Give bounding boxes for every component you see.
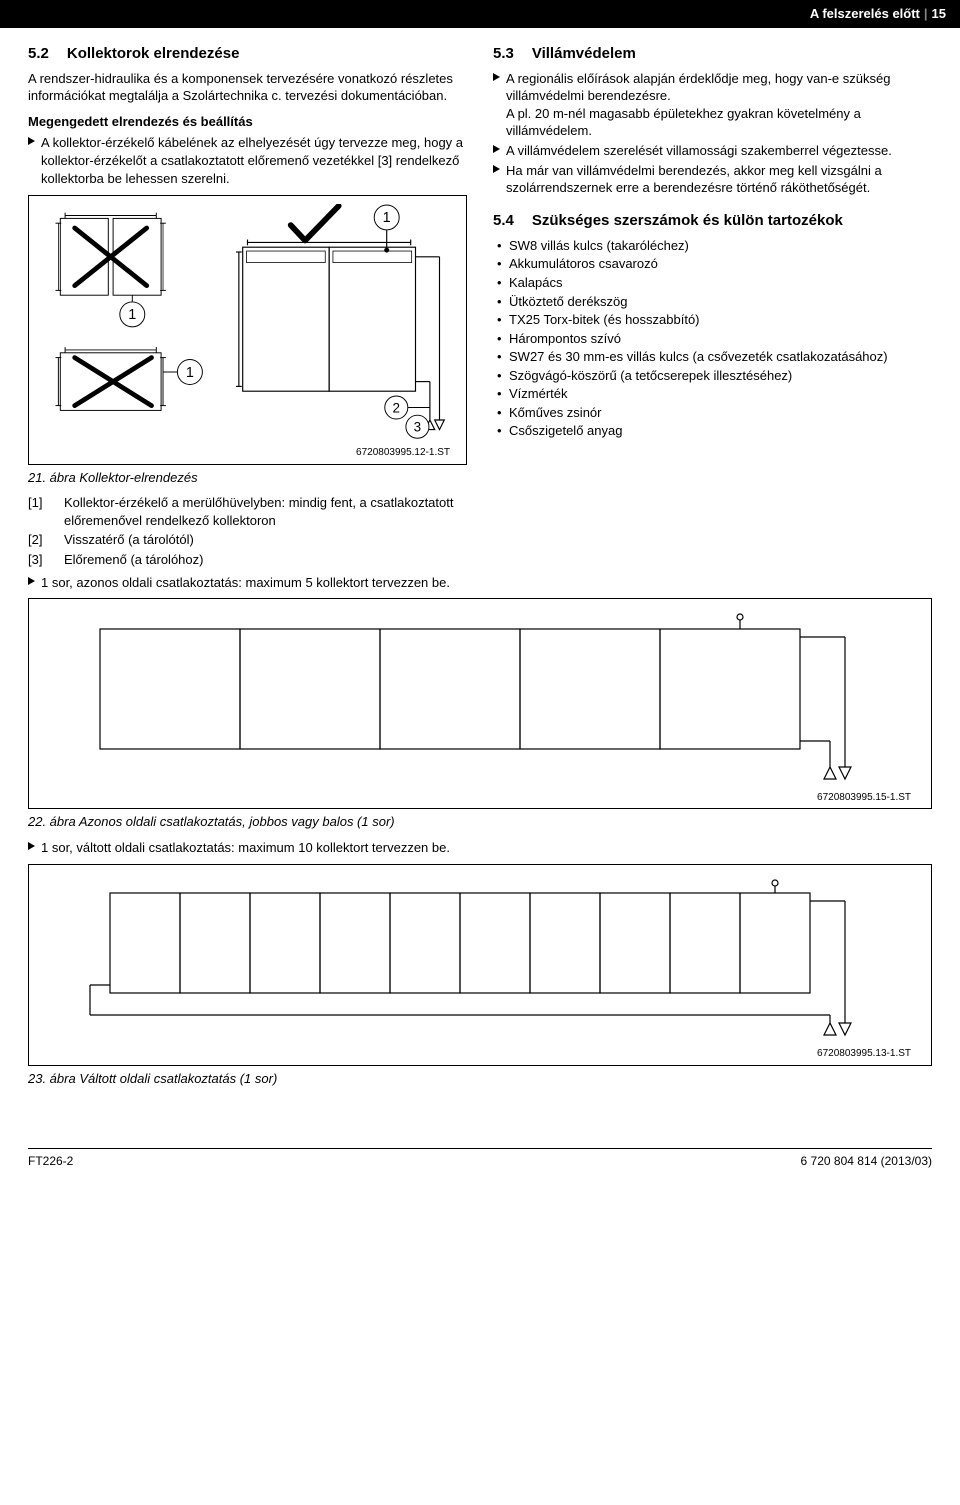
header-sep: | [920,6,932,21]
figure-21-ref: 6720803995.12-1.ST [35,444,460,464]
figure-23-diagram [39,875,921,1045]
figure-23-caption: 23. ábra Váltott oldali csatlakoztatás (… [28,1070,932,1088]
legend-2: [2] Visszatérő (a tárolótól) [28,531,467,549]
triangle-bullet-icon [28,842,35,850]
section-5-2-intro: A rendszer-hidraulika és a komponensek t… [28,70,467,105]
arrangement-text: A kollektor-érzékelő kábelének az elhely… [41,134,467,187]
header-title: A felszerelés előtt [810,6,920,21]
tool-item: Kőműves zsinór [497,404,932,422]
triangle-bullet-icon [28,137,35,145]
tool-item: Akkumulátoros csavarozó [497,255,932,273]
triangle-bullet-icon [493,73,500,81]
tool-item: Ütköztető derékszög [497,293,932,311]
tools-list: SW8 villás kulcs (takaróléchez) Akkumulá… [497,237,932,440]
footer-left: FT226-2 [28,1153,73,1169]
b53-1: A regionális előírások alapján érdeklődj… [493,70,932,140]
triangle-bullet-icon [493,145,500,153]
triangle-bullet-icon [493,165,500,173]
section-5-2-num: 5.2 [28,44,49,64]
section-5-3-heading: 5.3 Villámvédelem [493,44,932,64]
header-page: 15 [932,6,946,21]
legend-3-key: [3] [28,551,56,569]
legend-2-key: [2] [28,531,56,549]
b53-2-text: A villámvédelem szerelését villamossági … [506,142,932,160]
legend-3: [3] Előremenő (a tárolóhoz) [28,551,467,569]
tool-item: SW8 villás kulcs (takaróléchez) [497,237,932,255]
tool-item: SW27 és 30 mm-es villás kulcs (a csőveze… [497,348,932,366]
b53-3-text: Ha már van villámvédelmi berendezés, akk… [506,162,932,197]
page-body: 5.2 Kollektorok elrendezése A rendszer-h… [0,28,960,1187]
section-5-3-num: 5.3 [493,44,514,64]
tool-item: Kalapács [497,274,932,292]
section-5-3-title: Villámvédelem [532,44,636,64]
svg-text:2: 2 [393,400,400,415]
section-5-4-num: 5.4 [493,211,514,231]
figure-23: 6720803995.13-1.ST [28,864,932,1066]
figure-22-ref: 6720803995.15-1.ST [39,789,921,809]
note-fig23-text: 1 sor, váltott oldali csatlakoztatás: ma… [41,839,932,857]
b53-2: A villámvédelem szerelését villamossági … [493,142,932,160]
figure-21: 1 1 [28,195,467,465]
triangle-bullet-icon [28,577,35,585]
svg-text:1: 1 [186,365,194,381]
legend-1: [1] Kollektor-érzékelő a merülőhüvelyben… [28,494,467,529]
figure-21-diagram: 1 1 [35,204,460,444]
svg-text:1: 1 [383,210,391,226]
figure-22-caption: 22. ábra Azonos oldali csatlakoztatás, j… [28,813,932,831]
tool-item: Csőszigetelő anyag [497,422,932,440]
tool-item: TX25 Torx-bitek (és hosszabbító) [497,311,932,329]
legend-3-value: Előremenő (a tárolóhoz) [64,551,203,569]
figure-22: 6720803995.15-1.ST [28,598,932,810]
footer-right: 6 720 804 814 (2013/03) [801,1153,932,1169]
page-header: A felszerelés előtt|15 [0,0,960,28]
arrangement-heading: Megengedett elrendezés és beállítás [28,113,467,131]
b53-1b-text: A pl. 20 m-nél magasabb épületekhez gyak… [506,106,861,139]
section-5-2-heading: 5.2 Kollektorok elrendezése [28,44,467,64]
svg-text:1: 1 [128,307,136,323]
tool-item: Hárompontos szívó [497,330,932,348]
page-footer: FT226-2 6 720 804 814 (2013/03) [28,1148,932,1177]
section-5-4-heading: 5.4 Szükséges szerszámok és külön tartoz… [493,211,932,231]
figure-23-ref: 6720803995.13-1.ST [39,1045,921,1065]
figure-21-caption: 21. ábra Kollektor-elrendezés [28,469,467,487]
legend-2-value: Visszatérő (a tárolótól) [64,531,194,549]
note-fig22-text: 1 sor, azonos oldali csatlakoztatás: max… [41,574,467,592]
left-column: 5.2 Kollektorok elrendezése A rendszer-h… [28,44,467,594]
legend-1-value: Kollektor-érzékelő a merülőhüvelyben: mi… [64,494,467,529]
figure-22-diagram [39,609,921,789]
svg-text:3: 3 [414,420,421,435]
right-column: 5.3 Villámvédelem A regionális előírások… [493,44,932,594]
b53-3: Ha már van villámvédelmi berendezés, akk… [493,162,932,197]
note-fig23: 1 sor, váltott oldali csatlakoztatás: ma… [28,839,932,857]
note-fig22: 1 sor, azonos oldali csatlakoztatás: max… [28,574,467,592]
tool-item: Szögvágó-köszörű (a tetőcserepek illeszt… [497,367,932,385]
section-5-2-title: Kollektorok elrendezése [67,44,240,64]
b53-1-text: A regionális előírások alapján érdeklődj… [506,71,890,104]
arrangement-note: A kollektor-érzékelő kábelének az elhely… [28,134,467,187]
section-5-4-title: Szükséges szerszámok és külön tartozékok [532,211,843,231]
tool-item: Vízmérték [497,385,932,403]
legend-1-key: [1] [28,494,56,529]
